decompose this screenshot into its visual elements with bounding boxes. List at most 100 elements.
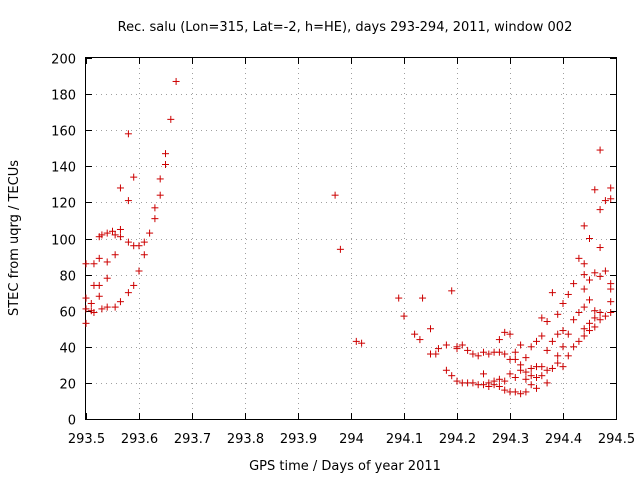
data-point [98,305,106,313]
data-point [116,233,124,241]
data-point [522,388,530,396]
data-point [448,287,456,295]
data-point [564,290,572,298]
data-point [575,254,583,262]
data-point [135,242,143,250]
data-point [448,372,456,380]
data-point [495,383,503,391]
y-tick-label: 140 [51,161,76,176]
data-point [156,175,164,183]
data-point [490,377,498,385]
data-point [548,364,556,372]
data-point [352,337,360,345]
data-point [570,343,578,351]
data-point [607,309,615,317]
y-tick-label: 60 [59,306,76,321]
data-point [506,370,514,378]
plot-frame [85,57,617,420]
data-point [575,337,583,345]
data-point [607,280,615,288]
x-tick-label: 294.4 [545,432,582,447]
data-point [511,373,519,381]
data-point [591,186,599,194]
data-point [172,77,180,85]
grid [86,58,616,419]
data-point [98,231,106,239]
data-point [140,238,148,246]
data-point [336,245,344,253]
data-point [151,204,159,212]
data-point [543,366,551,374]
x-axis-label: GPS time / Days of year 2011 [249,459,441,474]
data-point [554,330,562,338]
data-point [464,346,472,354]
data-point [554,359,562,367]
data-point [586,296,593,304]
data-point [570,316,578,324]
data-point [109,227,116,235]
data-point [442,341,450,349]
data-point [95,281,103,289]
x-tick-label: 294 [339,432,364,447]
data-point [111,231,119,239]
data-point [151,215,159,223]
data-point [543,318,551,326]
data-point [111,303,119,311]
data-point [82,294,90,302]
x-tick-label: 294.5 [598,432,635,447]
data-point [156,191,164,199]
data-point [411,330,419,338]
data-point [527,364,535,372]
data-point [538,332,546,340]
x-tick-label: 294.2 [439,432,476,447]
data-point [167,115,175,123]
data-point [596,206,604,214]
data-point [419,294,427,302]
data-point [601,267,609,275]
data-point [564,330,572,338]
data-point [511,355,519,363]
data-point [140,251,148,259]
data-point [511,388,519,396]
data-point [580,285,588,293]
data-point [527,343,535,351]
y-tick-label: 100 [51,234,76,249]
data-point [116,298,124,306]
data-point [548,337,556,345]
x-tick-label: 293.9 [280,432,317,447]
data-point [586,235,593,242]
data-point [485,350,493,358]
data-point [82,305,90,313]
x-tick-label: 294.1 [386,432,423,447]
data-point [103,303,111,311]
data-point [469,350,477,358]
data-point [87,299,95,307]
data-point [103,258,111,266]
y-tick-label: 180 [51,89,76,104]
x-tick-label: 293.7 [174,432,211,447]
data-point [124,289,132,297]
y-tick-label: 40 [59,342,76,357]
data-point [596,244,604,252]
data-point [427,325,434,333]
x-tick-label: 293.6 [121,432,158,447]
data-point [146,229,154,237]
data-point [124,197,132,205]
y-tick-label: 80 [59,270,76,285]
data-point [575,309,583,317]
data-point [586,327,593,335]
data-point [400,312,408,320]
data-point [559,327,567,335]
data-point [522,375,530,383]
data-point [162,150,169,158]
data-point [527,372,535,380]
data-point [559,343,567,351]
y-tick-label: 20 [59,378,76,393]
data-point [591,307,599,315]
data-point [607,298,615,306]
data-point [580,303,588,311]
data-point [554,352,562,360]
data-point [538,314,546,322]
data-point [543,346,551,354]
